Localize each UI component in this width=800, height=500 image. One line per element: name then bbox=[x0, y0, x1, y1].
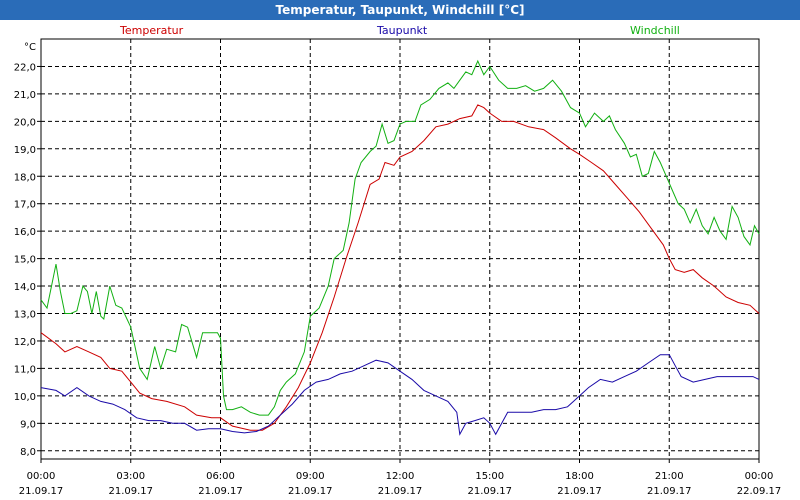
legend-temperatur: Temperatur bbox=[120, 24, 184, 37]
x-tick-date: 22.09.17 bbox=[737, 486, 782, 497]
x-tick-time: 21:00 bbox=[655, 471, 684, 482]
y-tick-label: 16,0 bbox=[14, 227, 36, 238]
y-tick-label: 17,0 bbox=[14, 200, 36, 211]
y-tick-label: 20,0 bbox=[14, 117, 36, 128]
x-tick-time: 00:00 bbox=[745, 471, 774, 482]
x-tick-time: 09:00 bbox=[296, 471, 325, 482]
x-tick-date: 21.09.17 bbox=[108, 486, 153, 497]
x-tick-date: 21.09.17 bbox=[467, 486, 512, 497]
y-tick-label: 10,0 bbox=[14, 392, 36, 403]
x-tick-date: 21.09.17 bbox=[557, 486, 602, 497]
x-tick-time: 18:00 bbox=[565, 471, 594, 482]
legend-windchill: Windchill bbox=[630, 24, 680, 37]
x-tick-date: 21.09.17 bbox=[647, 486, 692, 497]
x-tick-date: 21.09.17 bbox=[19, 486, 64, 497]
x-tick-time: 00:00 bbox=[27, 471, 56, 482]
series-line-taupunkt bbox=[40, 354, 760, 436]
series-line-temperatur bbox=[40, 104, 760, 431]
x-tick-time: 06:00 bbox=[206, 471, 235, 482]
y-tick-label: 11,0 bbox=[14, 364, 36, 375]
y-tick-label: 14,0 bbox=[14, 282, 36, 293]
y-tick-label: 15,0 bbox=[14, 255, 36, 266]
x-axis: 00:00 21.09.17 03:00 21.09.17 06:00 21.09.17 0… bbox=[19, 459, 782, 497]
y-tick-label: 8,0 bbox=[20, 447, 36, 458]
y-tick-label: 9,0 bbox=[20, 419, 36, 430]
legend-taupunkt: Taupunkt bbox=[377, 24, 428, 37]
x-tick-date: 21.09.17 bbox=[378, 486, 423, 497]
x-tick-time: 15:00 bbox=[475, 471, 504, 482]
y-tick-label: 21,0 bbox=[14, 90, 36, 101]
y-tick-label: 12,0 bbox=[14, 337, 36, 348]
y-axis: 8,0 9,0 10,0 11,0 12,0 13,0 14,0 15,0 16,0 17,0 18… bbox=[14, 62, 41, 458]
x-tick-date: 21.09.17 bbox=[198, 486, 243, 497]
series-lines bbox=[40, 59, 760, 436]
grid bbox=[41, 39, 759, 459]
x-tick-time: 12:00 bbox=[386, 471, 415, 482]
chart-title: Temperatur, Taupunkt, Windchill [°C] bbox=[0, 0, 800, 20]
y-tick-label: 13,0 bbox=[14, 310, 36, 321]
y-tick-label: 18,0 bbox=[14, 172, 36, 183]
y-axis-unit: °C bbox=[24, 42, 36, 53]
series-line-windchill bbox=[40, 59, 760, 416]
y-tick-label: 22,0 bbox=[14, 62, 36, 73]
x-tick-date: 21.09.17 bbox=[288, 486, 333, 497]
y-tick-label: 19,0 bbox=[14, 145, 36, 156]
x-tick-time: 03:00 bbox=[116, 471, 145, 482]
